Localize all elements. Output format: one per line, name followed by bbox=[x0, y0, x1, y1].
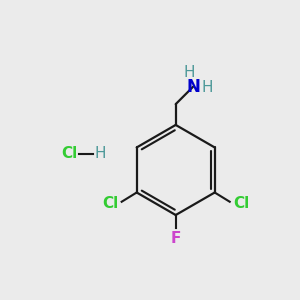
Text: H: H bbox=[202, 80, 213, 95]
Text: H: H bbox=[94, 146, 106, 161]
Text: Cl: Cl bbox=[102, 196, 118, 211]
Text: N: N bbox=[186, 78, 200, 96]
Text: Cl: Cl bbox=[233, 196, 249, 211]
Text: H: H bbox=[183, 65, 195, 80]
Text: Cl: Cl bbox=[61, 146, 77, 161]
Text: F: F bbox=[170, 231, 181, 246]
